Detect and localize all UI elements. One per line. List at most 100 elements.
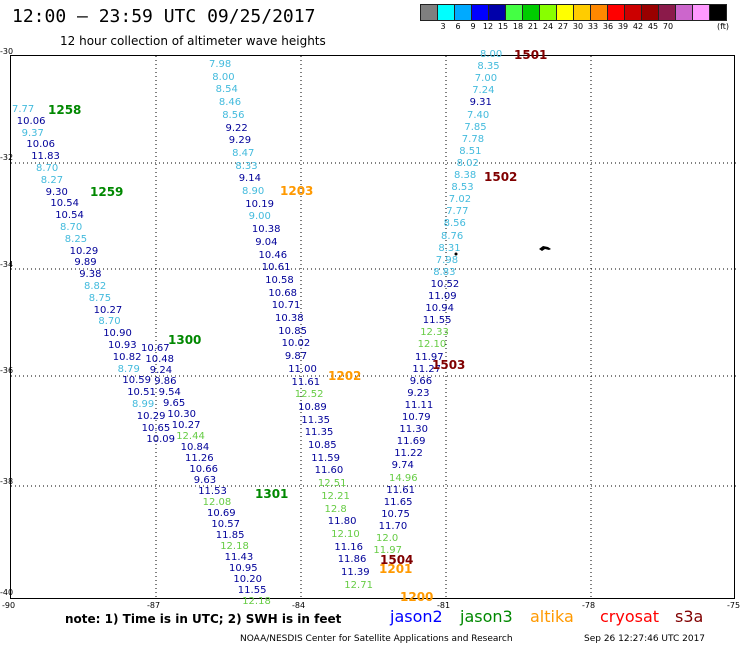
wave-height-value: 11.26	[185, 453, 214, 464]
pass-time-label: 1501	[514, 48, 548, 62]
wave-height-value: 11.97	[415, 351, 444, 363]
wave-height-value: 9.31	[469, 97, 492, 109]
wave-height-value: 7.98	[209, 59, 232, 70]
wave-height-value: 10.66	[189, 464, 219, 475]
page-subtitle: 12 hour collection of altimeter wave hei…	[60, 34, 326, 48]
color-scale-box	[420, 4, 438, 21]
wave-height-value: 8.56	[222, 109, 245, 121]
wave-height-value: 9.24	[149, 365, 173, 376]
wave-height-value: 10.30	[167, 409, 197, 420]
note-text: note: 1) Time is in UTC; 2) SWH is in fe…	[65, 612, 342, 626]
wave-height-value: 9.38	[79, 269, 102, 281]
wave-height-value: 12.52	[294, 389, 324, 401]
wave-height-value: 10.65	[141, 422, 171, 434]
wave-height-value: 8.51	[459, 145, 482, 157]
pass-time-label: 1202	[328, 369, 362, 383]
wave-height-value: 12.0	[376, 533, 399, 544]
wave-height-value: 11.27	[412, 363, 442, 375]
wave-height-value: 10.09	[146, 434, 176, 446]
wave-height-value: 9.63	[193, 475, 217, 486]
wave-height-value: 8.31	[438, 242, 461, 254]
wave-height-value: 10.82	[112, 351, 142, 363]
wave-height-value: 8.75	[88, 292, 112, 304]
wave-height-value: 9.14	[238, 173, 261, 185]
wave-height-value: 10.85	[278, 325, 307, 337]
color-scale-box	[471, 4, 489, 21]
wave-height-value: 10.79	[402, 412, 431, 423]
latitude-label: -30	[0, 47, 14, 56]
wave-height-value: 9.37	[21, 127, 44, 139]
wave-height-value: 11.60	[314, 465, 344, 477]
wave-height-value: 10.52	[430, 278, 460, 290]
wave-height-value: 11.86	[337, 554, 367, 566]
wave-height-value: 11.35	[301, 414, 331, 426]
wave-height-value: 12.33	[420, 327, 449, 339]
color-scale-label: 27	[557, 22, 569, 31]
color-scale-box	[692, 4, 710, 21]
wave-height-value: 11.22	[394, 448, 423, 460]
wave-height-value: 12.44	[176, 431, 205, 442]
wave-height-value: 12.18	[220, 541, 249, 552]
wave-height-value: 10.89	[298, 401, 327, 413]
wave-height-value: 12.71	[344, 579, 373, 591]
wave-height-value: 10.19	[245, 198, 274, 210]
wave-height-value: 10.67	[141, 343, 170, 354]
latitude-label: -38	[0, 477, 14, 486]
pass-time-label: 1203	[280, 184, 314, 198]
wave-height-value: 10.46	[258, 249, 288, 261]
pass-time-label: 1502	[484, 170, 518, 184]
wave-height-value: 10.38	[275, 313, 304, 324]
wave-height-value: 11.61	[386, 484, 416, 496]
color-scale-label: 15	[497, 22, 509, 31]
wave-height-value: 8.00	[212, 71, 235, 83]
color-scale-label: 42	[632, 22, 644, 31]
wave-height-value: 11.09	[428, 291, 457, 302]
wave-height-value: 11.00	[288, 363, 317, 375]
wave-height-value: 10.29	[136, 410, 166, 422]
pass-time-label: 1201	[379, 562, 413, 576]
wave-height-value: 10.75	[381, 508, 410, 520]
wave-height-value: 9.29	[228, 135, 252, 147]
pass-time-label: 1301	[255, 487, 289, 501]
wave-height-value: 11.43	[224, 552, 254, 563]
wave-height-value: 10.85	[308, 440, 337, 451]
wave-height-value: 10.90	[103, 328, 132, 340]
wave-height-value: 8.02	[456, 157, 479, 169]
wave-height-value: 8.70	[36, 163, 59, 174]
color-scale-label: 45	[647, 22, 659, 31]
color-scale-box	[624, 4, 642, 21]
wave-height-value: 8.83	[433, 266, 456, 278]
wave-height-value: 8.99	[132, 399, 155, 410]
pass-time-label: 1504	[380, 553, 414, 567]
wave-height-value: 7.40	[467, 109, 490, 121]
pass-time-label: 1503	[432, 358, 466, 372]
latitude-label: -32	[0, 153, 14, 162]
wave-height-value: 11.59	[311, 452, 340, 464]
wave-height-value: 7.77	[446, 206, 469, 218]
color-scale-box	[437, 4, 455, 21]
longitude-label: -75	[727, 601, 740, 610]
color-scale-label: 12	[482, 22, 494, 31]
wave-height-value: 8.38	[454, 170, 477, 181]
wave-height-value: 10.06	[16, 115, 46, 127]
wave-height-value: 9.23	[407, 387, 430, 399]
wave-height-value: 7.78	[461, 133, 485, 145]
color-scale-box	[454, 4, 472, 21]
wave-height-value: 10.27	[93, 304, 123, 316]
wave-height-value: 9.54	[158, 387, 181, 398]
wave-height-value: 9.74	[391, 460, 414, 472]
wave-height-value: 11.35	[304, 427, 334, 439]
wave-height-value: 7.02	[448, 194, 472, 206]
island-dot	[454, 252, 458, 256]
color-scale-box	[658, 4, 676, 21]
credit-text: NOAA/NESDIS Center for Satellite Applica…	[240, 634, 513, 644]
color-scale-box	[505, 4, 523, 21]
wave-height-value: 9.00	[248, 211, 271, 223]
color-scale	[420, 4, 727, 21]
wave-height-value: 7.77	[12, 104, 35, 115]
wave-height-value: 8.33	[235, 160, 258, 172]
wave-height-value: 10.06	[26, 139, 56, 151]
wave-height-value: 11.55	[237, 585, 267, 596]
wave-height-value: 10.94	[425, 303, 455, 315]
wave-height-value: 11.53	[198, 486, 227, 497]
